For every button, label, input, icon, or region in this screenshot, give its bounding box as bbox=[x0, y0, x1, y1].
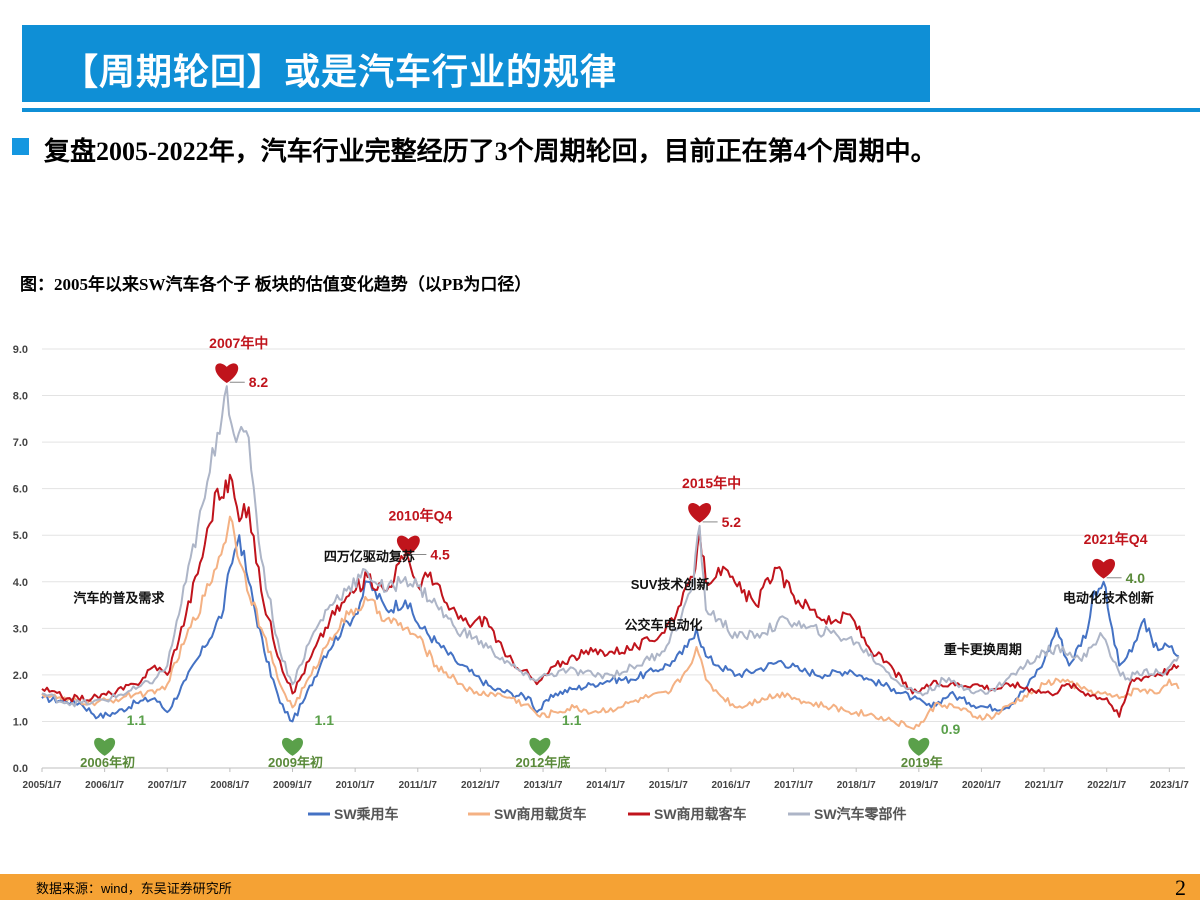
cycle-markers: 2007年中 8.2 2010年Q4 4.5 2015年中 5.2 2021年Q4 4.0 1.… bbox=[73, 335, 1154, 770]
bullet-text: 复盘2005-2022年，汽车行业完整经历了3个周期轮回，目前正在第4个周期中。 bbox=[44, 137, 937, 166]
legend-label: SW商用载货车 bbox=[494, 806, 587, 822]
data-source: 数据来源：wind，东吴证券研究所 bbox=[36, 881, 232, 896]
y-tick-label: 6.0 bbox=[13, 484, 28, 496]
y-tick-label: 3.0 bbox=[13, 623, 28, 635]
trough-heart-icon bbox=[908, 737, 930, 756]
series-line bbox=[41, 385, 1180, 708]
y-tick-label: 4.0 bbox=[13, 577, 28, 589]
y-tick-label: 9.0 bbox=[13, 344, 28, 356]
legend-label: SW乘用车 bbox=[334, 806, 399, 822]
page-title: 【周期轮回】或是汽车行业的规律 bbox=[62, 51, 618, 92]
y-tick-label: 2.0 bbox=[13, 670, 28, 682]
event-annotation: 公交车电动化 bbox=[624, 617, 702, 632]
peak-value-label: 4.0 bbox=[1126, 570, 1146, 586]
peak-period-label: 2010年Q4 bbox=[388, 508, 452, 524]
x-tick-label: 2017/1/7 bbox=[774, 780, 813, 791]
page-number: 2 bbox=[1175, 875, 1186, 900]
peak-period-label: 2007年中 bbox=[209, 335, 268, 351]
series-lines bbox=[41, 385, 1180, 730]
x-tick-label: 2007/1/7 bbox=[148, 780, 187, 791]
event-annotation: 四万亿驱动复苏 bbox=[324, 549, 415, 564]
gridlines bbox=[42, 348, 1185, 769]
x-tick-label: 2012/1/7 bbox=[461, 780, 500, 791]
axes: 0.0 1.0 2.0 3.0 4.0 5.0 6.0 7.0 8.0 9.0 2005/1/7 20… bbox=[13, 344, 1190, 791]
x-tick-label: 2015/1/7 bbox=[649, 780, 688, 791]
trough-value-label: 0.9 bbox=[941, 721, 961, 737]
x-tick-label: 2008/1/7 bbox=[210, 780, 249, 791]
peak-heart-icon bbox=[215, 363, 239, 384]
figure-caption: 图：2005年以来SW汽车各个子 板块的估值变化趋势（以PB为口径） bbox=[20, 275, 532, 294]
x-tick-label: 2014/1/7 bbox=[586, 780, 625, 791]
legend-label: SW汽车零部件 bbox=[814, 806, 907, 822]
bullet-square bbox=[12, 138, 29, 155]
trough-heart-icon bbox=[282, 737, 304, 756]
trough-value-label: 1.1 bbox=[127, 712, 147, 728]
series-line bbox=[41, 534, 1180, 723]
event-annotation: 电动化技术创新 bbox=[1063, 591, 1154, 606]
x-tick-label: 2018/1/7 bbox=[837, 780, 876, 791]
x-tick-label: 2016/1/7 bbox=[711, 780, 750, 791]
y-tick-label: 5.0 bbox=[13, 530, 28, 542]
trough-period-label: 2019年 bbox=[901, 755, 943, 770]
x-tick-label: 2011/1/7 bbox=[399, 780, 438, 791]
footer-bar: 数据来源：wind，东吴证券研究所 2 bbox=[0, 874, 1200, 900]
y-tick-label: 7.0 bbox=[13, 437, 28, 449]
peak-period-label: 2021年Q4 bbox=[1084, 531, 1148, 547]
trough-period-label: 2012年底 bbox=[515, 755, 570, 770]
x-tick-label: 2010/1/7 bbox=[336, 780, 375, 791]
x-tick-label: 2005/1/7 bbox=[23, 780, 62, 791]
x-tick-label: 2013/1/7 bbox=[524, 780, 563, 791]
trough-value-label: 1.1 bbox=[315, 712, 335, 728]
event-annotation: 汽车的普及需求 bbox=[73, 591, 165, 606]
peak-heart-icon bbox=[396, 535, 420, 556]
trough-value-label: 1.1 bbox=[562, 712, 582, 728]
peak-heart-icon bbox=[1092, 558, 1116, 579]
y-tick-label: 1.0 bbox=[13, 716, 28, 728]
pb-line-chart: 0.0 1.0 2.0 3.0 4.0 5.0 6.0 7.0 8.0 9.0 2005/1/7 20… bbox=[13, 335, 1190, 822]
y-tick-label: 0.0 bbox=[13, 763, 28, 775]
legend: SW乘用车 SW商用载货车 SW商用载客车 SW汽车零部件 bbox=[308, 806, 907, 822]
x-tick-label: 2022/1/7 bbox=[1087, 780, 1126, 791]
peak-value-label: 5.2 bbox=[722, 514, 742, 530]
y-tick-label: 8.0 bbox=[13, 391, 28, 403]
trough-period-label: 2009年初 bbox=[268, 755, 323, 770]
x-tick-label: 2019/1/7 bbox=[899, 780, 938, 791]
trough-period-label: 2006年初 bbox=[80, 755, 135, 770]
legend-label: SW商用载客车 bbox=[654, 806, 747, 822]
x-tick-label: 2021/1/7 bbox=[1025, 780, 1064, 791]
peak-heart-icon bbox=[688, 503, 712, 523]
title-bar: 【周期轮回】或是汽车行业的规律 bbox=[22, 25, 930, 102]
x-tick-label: 2009/1/7 bbox=[273, 780, 312, 791]
x-tick-label: 2006/1/7 bbox=[85, 780, 124, 791]
event-annotation: SUV技术创新 bbox=[631, 577, 710, 592]
event-annotation: 重卡更换周期 bbox=[944, 642, 1022, 657]
peak-value-label: 8.2 bbox=[249, 374, 269, 390]
peak-period-label: 2015年中 bbox=[682, 475, 741, 491]
peak-value-label: 4.5 bbox=[430, 547, 450, 563]
series-line bbox=[41, 515, 1180, 730]
trough-heart-icon bbox=[94, 737, 116, 756]
x-tick-label: 2023/1/7 bbox=[1150, 780, 1189, 791]
x-tick-label: 2020/1/7 bbox=[962, 780, 1001, 791]
title-rule bbox=[22, 108, 1200, 112]
trough-heart-icon bbox=[529, 737, 551, 756]
